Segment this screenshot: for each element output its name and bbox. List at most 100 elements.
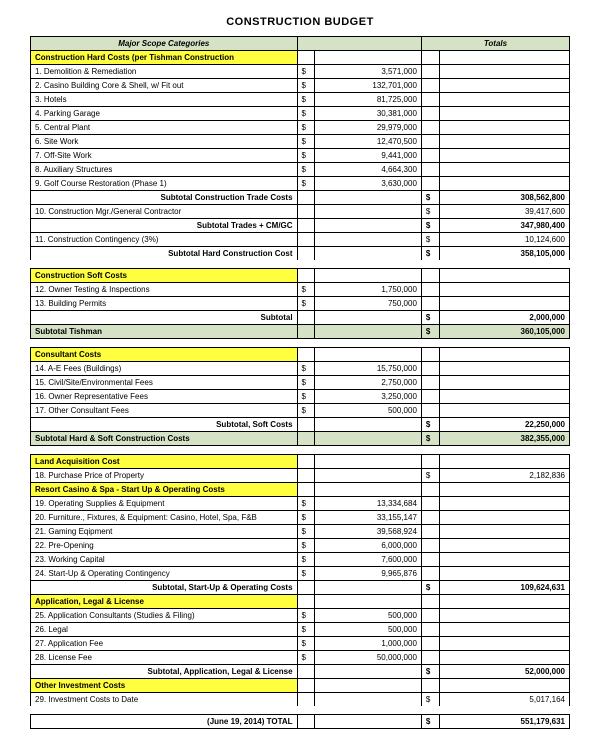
row-label: Subtotal, Soft Costs bbox=[31, 418, 298, 432]
cur1 bbox=[297, 219, 315, 233]
cur1: $ bbox=[297, 404, 315, 418]
val1 bbox=[315, 191, 422, 205]
val1 bbox=[315, 679, 422, 693]
row-label: 27. Application Fee bbox=[31, 637, 298, 651]
section-label: Construction Soft Costs bbox=[31, 269, 298, 283]
row-label: 18. Purchase Price of Property bbox=[31, 469, 298, 483]
val2: 52,000,000 bbox=[439, 665, 569, 679]
cur1: $ bbox=[297, 65, 315, 79]
val1 bbox=[315, 247, 422, 261]
cur1: $ bbox=[297, 525, 315, 539]
row-label: 9. Golf Course Restoration (Phase 1) bbox=[31, 177, 298, 191]
cur1: $ bbox=[297, 623, 315, 637]
cur2 bbox=[421, 93, 439, 107]
val1 bbox=[315, 455, 422, 469]
val2 bbox=[439, 390, 569, 404]
row-label: 5. Central Plant bbox=[31, 121, 298, 135]
cur2 bbox=[421, 79, 439, 93]
cur1 bbox=[297, 348, 315, 362]
val2 bbox=[439, 163, 569, 177]
cur1 bbox=[297, 205, 315, 219]
row-label: 15. Civil/Site/Environmental Fees bbox=[31, 376, 298, 390]
val1: 39,568,924 bbox=[315, 525, 422, 539]
cur1: $ bbox=[297, 177, 315, 191]
cur2: $ bbox=[421, 191, 439, 205]
cur1 bbox=[297, 581, 315, 595]
cur1 bbox=[297, 432, 315, 446]
row-label: Subtotal, Start-Up & Operating Costs bbox=[31, 581, 298, 595]
val1: 30,381,000 bbox=[315, 107, 422, 121]
cur2 bbox=[421, 637, 439, 651]
cur1 bbox=[297, 665, 315, 679]
cur2: $ bbox=[421, 247, 439, 261]
val1: 50,000,000 bbox=[315, 651, 422, 665]
cur2 bbox=[421, 390, 439, 404]
row-label: 28. License Fee bbox=[31, 651, 298, 665]
cur2 bbox=[421, 107, 439, 121]
cur1 bbox=[297, 191, 315, 205]
row-label: Subtotal Hard Construction Cost bbox=[31, 247, 298, 261]
cur2 bbox=[421, 623, 439, 637]
section-label: Resort Casino & Spa - Start Up & Operati… bbox=[31, 483, 298, 497]
cur2 bbox=[421, 525, 439, 539]
cur1 bbox=[297, 693, 315, 707]
val1: 500,000 bbox=[315, 623, 422, 637]
val2 bbox=[439, 79, 569, 93]
val1: 132,701,000 bbox=[315, 79, 422, 93]
val2 bbox=[439, 269, 569, 283]
val2 bbox=[439, 376, 569, 390]
row-label: (June 19, 2014) TOTAL bbox=[31, 715, 298, 729]
cur2 bbox=[421, 609, 439, 623]
val2 bbox=[439, 177, 569, 191]
val2: 382,355,000 bbox=[439, 432, 569, 446]
cur2: $ bbox=[421, 233, 439, 247]
val1: 29,979,000 bbox=[315, 121, 422, 135]
val2: 10,124,600 bbox=[439, 233, 569, 247]
cur2 bbox=[421, 149, 439, 163]
cur1: $ bbox=[297, 609, 315, 623]
row-label: 14. A-E Fees (Buildings) bbox=[31, 362, 298, 376]
row-label: 24. Start-Up & Operating Contingency bbox=[31, 567, 298, 581]
cur1: $ bbox=[297, 297, 315, 311]
cur1: $ bbox=[297, 107, 315, 121]
row-label: 3. Hotels bbox=[31, 93, 298, 107]
val1: 3,571,000 bbox=[315, 65, 422, 79]
val1 bbox=[315, 469, 422, 483]
val2 bbox=[439, 651, 569, 665]
val2 bbox=[439, 455, 569, 469]
cur2 bbox=[421, 348, 439, 362]
row-label: 22. Pre-Opening bbox=[31, 539, 298, 553]
val2 bbox=[439, 539, 569, 553]
val1 bbox=[315, 595, 422, 609]
cur1: $ bbox=[297, 362, 315, 376]
cur2 bbox=[421, 163, 439, 177]
cur2: $ bbox=[421, 581, 439, 595]
cur1: $ bbox=[297, 553, 315, 567]
row-label: 13. Building Permits bbox=[31, 297, 298, 311]
section-label: Construction Hard Costs (per Tishman Con… bbox=[31, 51, 298, 65]
cur1: $ bbox=[297, 135, 315, 149]
cur2: $ bbox=[421, 715, 439, 729]
val2 bbox=[439, 362, 569, 376]
val1: 6,000,000 bbox=[315, 539, 422, 553]
cur1 bbox=[297, 233, 315, 247]
cur1 bbox=[297, 325, 315, 339]
val1 bbox=[315, 233, 422, 247]
val2 bbox=[439, 553, 569, 567]
row-label: 25. Application Consultants (Studies & F… bbox=[31, 609, 298, 623]
val2 bbox=[439, 297, 569, 311]
val2 bbox=[439, 348, 569, 362]
row-label: Subtotal Construction Trade Costs bbox=[31, 191, 298, 205]
cur1: $ bbox=[297, 651, 315, 665]
cur2: $ bbox=[421, 311, 439, 325]
val1: 9,441,000 bbox=[315, 149, 422, 163]
cur2 bbox=[421, 297, 439, 311]
header-left: Major Scope Categories bbox=[31, 37, 298, 51]
val1: 500,000 bbox=[315, 609, 422, 623]
cur1: $ bbox=[297, 390, 315, 404]
row-label: Subtotal, Application, Legal & License bbox=[31, 665, 298, 679]
cur2 bbox=[421, 539, 439, 553]
val1 bbox=[315, 665, 422, 679]
val2 bbox=[439, 511, 569, 525]
val2 bbox=[439, 283, 569, 297]
